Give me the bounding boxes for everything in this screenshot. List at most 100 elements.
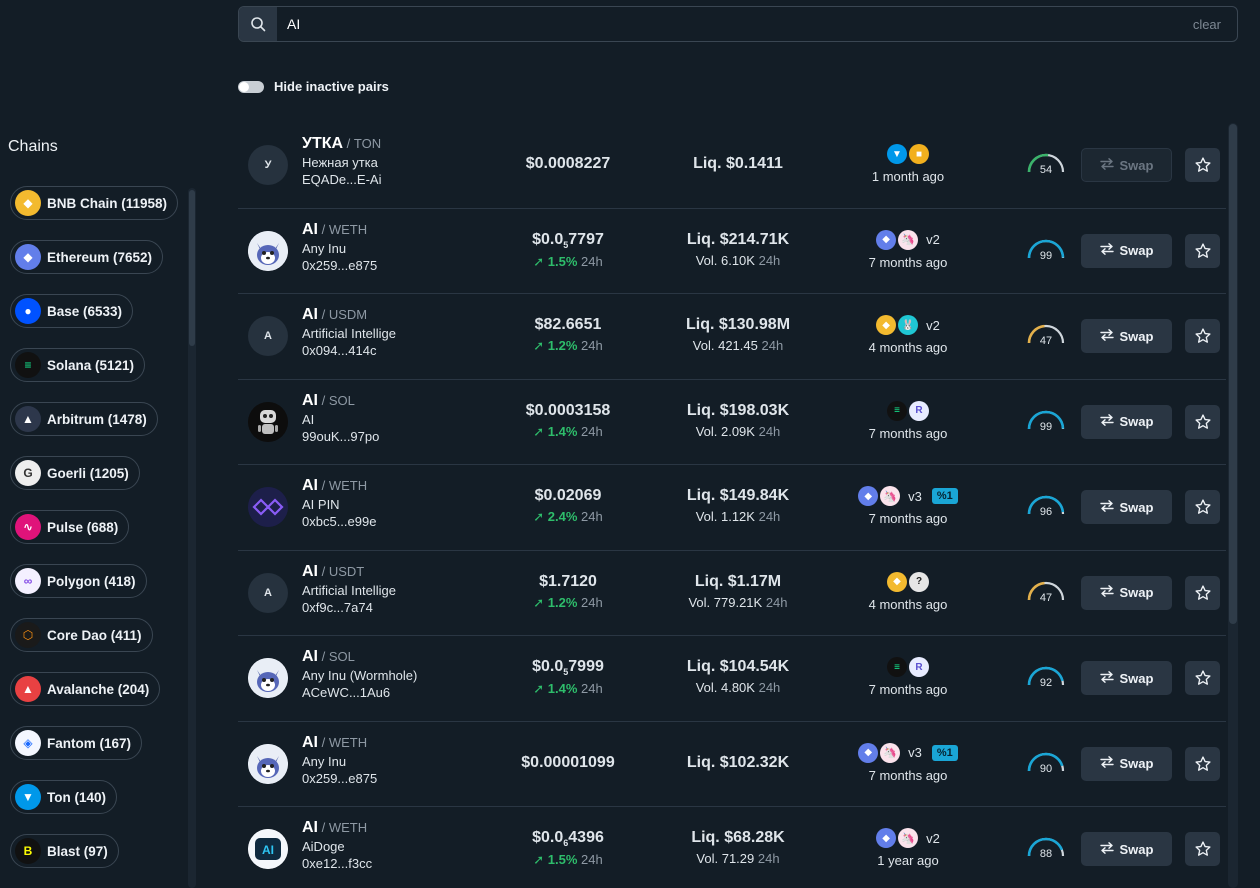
pair-symbol-line: AI / USDT	[302, 563, 396, 581]
swap-button[interactable]: Swap	[1081, 148, 1172, 182]
search-icon	[251, 17, 266, 32]
swap-button[interactable]: Swap	[1081, 832, 1172, 866]
favorite-button[interactable]	[1185, 404, 1220, 439]
favorite-button[interactable]	[1185, 661, 1220, 695]
price-cell: $0.00001099	[498, 754, 638, 772]
favorite-button[interactable]	[1185, 319, 1220, 353]
token-symbol[interactable]: AI	[302, 648, 318, 665]
swap-button[interactable]: Swap	[1081, 575, 1172, 610]
token-avatar	[248, 743, 288, 784]
clear-search-button[interactable]: clear	[1192, 17, 1221, 32]
favorite-button[interactable]	[1185, 575, 1220, 610]
token-symbol[interactable]: AI	[302, 562, 318, 580]
price-change: ➚ 1.4% 24h	[498, 424, 638, 440]
chain-item[interactable]: ◆ Ethereum (7652)	[10, 240, 164, 274]
search-input[interactable]	[287, 15, 1167, 33]
pair-row[interactable]: AI / SOL Any Inu (Wormhole) ACeWC...1Au6 $0…	[238, 636, 1226, 722]
favorite-button[interactable]	[1185, 832, 1220, 866]
quote-symbol: USDT	[328, 563, 365, 579]
chain-item[interactable]: ● Base (6533)	[10, 294, 134, 328]
ethereum-icon: ◆	[858, 742, 879, 763]
swap-button[interactable]: Swap	[1081, 319, 1172, 353]
pair-row[interactable]: AI / WETH Any Inu 0x259...e875 $0.00001099 L…	[238, 722, 1226, 807]
token-address[interactable]: 0xe12...f3cc	[302, 856, 373, 871]
husky-logo-icon	[248, 743, 288, 784]
favorite-button[interactable]	[1185, 148, 1220, 182]
chain-item[interactable]: ▲ Arbitrum (1478)	[10, 402, 158, 436]
pair-row[interactable]: AI / WETH Any Inu 0x259...e875 $0.057797 ➚ 1…	[238, 209, 1226, 294]
sidebar-scrollbar[interactable]	[188, 188, 196, 888]
pair-row[interactable]: A AI / USDT Artificial Intellige 0xf9c...7a…	[238, 551, 1226, 636]
score-gauge: 92	[1025, 664, 1067, 694]
pair-row[interactable]: AI / WETH AI PIN 0xbc5...e99e $0.02069 ➚ 2.4…	[238, 465, 1226, 551]
volume-value: Vol. 421.45	[692, 338, 758, 353]
chain-item[interactable]: ◆ BNB Chain (11958)	[10, 186, 179, 220]
hide-inactive-label: Hide inactive pairs	[274, 79, 389, 94]
swap-button[interactable]: Swap	[1081, 233, 1172, 268]
token-price: $0.064396	[498, 829, 638, 848]
token-symbol[interactable]: AI	[302, 220, 318, 238]
token-avatar: У	[248, 145, 288, 185]
dex-cell: ▼ ■ 1 month ago	[838, 143, 978, 184]
swap-label: Swap	[1119, 328, 1154, 344]
swap-label: Swap	[1119, 499, 1154, 515]
chain-item[interactable]: ▲ Avalanche (204)	[10, 672, 161, 706]
score-value: 54	[1039, 164, 1053, 176]
chain-item[interactable]: ∞ Polygon (418)	[10, 564, 147, 598]
score-gauge: 99	[1025, 408, 1067, 438]
search-bar: clear	[238, 6, 1238, 42]
token-symbol[interactable]: AI	[302, 819, 318, 836]
score-gauge: 47	[1025, 579, 1067, 609]
liquidity-value: Liq. $214.71K	[686, 230, 790, 248]
hide-inactive-toggle[interactable]	[238, 81, 264, 93]
pair-row[interactable]: AI AI / WETH AiDoge 0xe12...f3cc $0.064396 ➚ …	[238, 807, 1226, 888]
dex-version: v3	[908, 745, 922, 760]
token-address[interactable]: EQADe...E-Ai	[302, 172, 382, 187]
favorite-button[interactable]	[1185, 746, 1220, 781]
swap-button[interactable]: Swap	[1081, 490, 1172, 524]
token-symbol[interactable]: УТКА	[302, 135, 344, 152]
volume-period: 24h	[758, 423, 781, 439]
pairs-scrollbar-thumb[interactable]	[1229, 124, 1237, 624]
swap-button[interactable]: Swap	[1081, 404, 1172, 439]
token-symbol[interactable]: AI	[302, 477, 318, 494]
token-price: $1.7120	[498, 573, 638, 591]
chain-item[interactable]: ∿ Pulse (688)	[10, 510, 130, 544]
token-address[interactable]: 0x259...e875	[302, 770, 378, 786]
token-address[interactable]: 0xbc5...e99e	[302, 514, 377, 529]
change-percent: 1.5%	[547, 253, 578, 269]
token-address[interactable]: 0x094...414c	[302, 343, 377, 358]
chain-label: Core Dao (411)	[47, 627, 142, 643]
score-gauge: 99	[1025, 237, 1067, 267]
swap-button[interactable]: Swap	[1081, 661, 1172, 695]
chain-item[interactable]: ▼ Ton (140)	[10, 780, 118, 814]
volume-period: 24h	[757, 851, 780, 866]
sidebar-scrollbar-thumb[interactable]	[189, 190, 195, 346]
pair-row[interactable]: У УТКА / TON Нежная утка EQADe...E-Ai $0.000…	[238, 123, 1226, 209]
chain-item[interactable]: B Blast (97)	[10, 834, 119, 868]
dex-icons: ◆ 🐰 v2	[838, 314, 978, 336]
pair-row[interactable]: AI / SOL AI 99ouK...97po $0.0003158 ➚ 1.4% 2…	[238, 380, 1226, 465]
favorite-button[interactable]	[1185, 490, 1220, 524]
token-symbol[interactable]: AI	[302, 733, 318, 751]
swap-button[interactable]: Swap	[1081, 746, 1172, 781]
search-button[interactable]	[239, 7, 277, 41]
chain-item[interactable]: ≡ Solana (5121)	[10, 348, 146, 382]
token-name: AI	[302, 411, 315, 427]
token-address[interactable]: 0xf9c...7a74	[302, 599, 373, 615]
token-symbol[interactable]: AI	[302, 391, 318, 409]
token-address[interactable]: 99ouK...97po	[302, 428, 380, 444]
favorite-button[interactable]	[1185, 233, 1220, 268]
pair-names: AI / WETH AI PIN 0xbc5...e99e	[302, 477, 376, 529]
pair-row[interactable]: A AI / USDM Artificial Intellige 0x094...41…	[238, 294, 1226, 380]
chain-item[interactable]: G Goerli (1205)	[10, 456, 140, 490]
token-symbol[interactable]: AI	[302, 306, 318, 323]
token-address[interactable]: ACeWC...1Au6	[302, 685, 391, 700]
ethereum-icon: ◆	[876, 828, 897, 848]
ethereum-icon: ◆	[15, 244, 41, 270]
token-address[interactable]: 0x259...e875	[302, 257, 378, 273]
base-icon: ●	[15, 298, 41, 324]
chain-item[interactable]: ⬡ Core Dao (411)	[10, 618, 153, 652]
dex-icons: ≡ R	[838, 656, 978, 678]
chain-item[interactable]: ◈ Fantom (167)	[10, 726, 143, 760]
